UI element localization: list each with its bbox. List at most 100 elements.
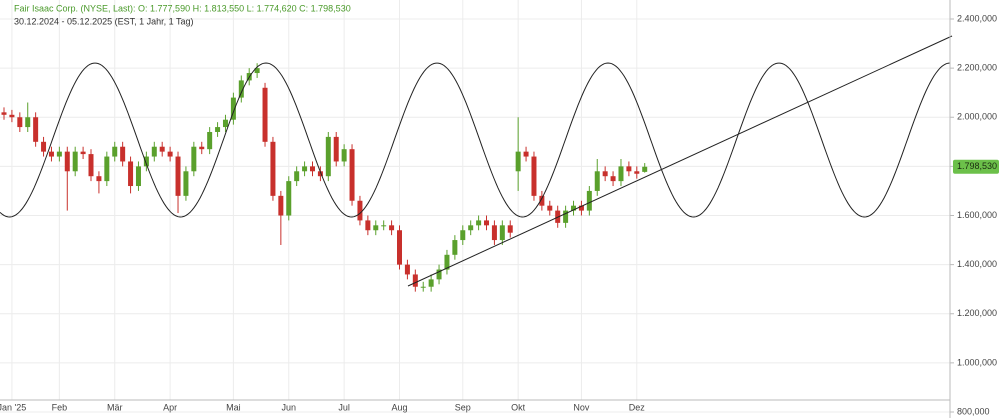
candle-body	[41, 141, 47, 152]
candle-body	[135, 166, 141, 187]
candle-body	[563, 210, 569, 223]
candle-body	[17, 117, 23, 128]
x-tick-label: Mai	[226, 402, 241, 412]
y-tick-label: 2.400,000	[957, 13, 997, 23]
candle-body	[499, 225, 505, 241]
candle-body	[238, 80, 244, 98]
candle-body	[468, 225, 474, 231]
candle-body	[531, 156, 537, 196]
candle-body	[436, 269, 442, 280]
candle-body	[349, 149, 355, 201]
candle-body	[207, 131, 213, 150]
candle-body	[302, 166, 308, 172]
candle-body	[325, 136, 331, 177]
candle-body	[452, 240, 458, 255]
candles	[1, 63, 648, 292]
candle-body	[642, 166, 648, 172]
x-tick-label: Jul	[338, 402, 350, 412]
candle-body	[594, 171, 600, 191]
candle-body	[128, 161, 134, 187]
candle-body	[72, 151, 78, 172]
y-tick-label: 2.000,000	[957, 112, 997, 122]
candle-body	[120, 146, 126, 162]
candle-body	[476, 220, 482, 226]
x-tick-label: Apr	[163, 402, 177, 412]
x-tick-label: Feb	[52, 402, 68, 412]
y-tick-label: 1.000,000	[957, 357, 997, 367]
x-tick-label: Mär	[107, 402, 123, 412]
candle-body	[167, 151, 173, 157]
candle-body	[294, 171, 300, 182]
candle-body	[357, 200, 363, 221]
y-tick-label: 1.600,000	[957, 210, 997, 220]
x-tick-label: Nov	[573, 402, 590, 412]
candle-body	[175, 156, 181, 196]
candle-body	[634, 171, 640, 174]
candle-body	[309, 166, 315, 172]
candle-body	[412, 274, 418, 287]
candle-body	[1, 112, 7, 115]
y-tick-label: 1.200,000	[957, 308, 997, 318]
candle-body	[80, 151, 86, 155]
candle-body	[341, 149, 347, 162]
candle-body	[222, 119, 228, 128]
candle-body	[278, 195, 284, 216]
trend-line	[407, 35, 953, 287]
candle-body	[571, 205, 577, 211]
candle-body	[602, 171, 608, 177]
candle-body	[9, 114, 15, 118]
candle-body	[373, 225, 379, 231]
x-tick-label: Jun	[282, 402, 297, 412]
candle-body	[56, 151, 62, 157]
candle-body	[610, 176, 616, 182]
candle-body	[191, 146, 197, 172]
candle-body	[199, 146, 205, 150]
candle-body	[365, 220, 371, 231]
candle-body	[183, 171, 189, 196]
x-tick-label: Aug	[391, 402, 407, 412]
y-tick-label: 2.200,000	[957, 63, 997, 73]
labels: 800,000 1.000,000 1.200,000 1.400,000 1.600,…	[0, 13, 999, 416]
candle-body	[626, 166, 632, 172]
x-tick-label: Dez	[629, 402, 646, 412]
candle-body	[586, 190, 592, 211]
candle-body	[104, 156, 110, 182]
candle-body	[64, 151, 70, 172]
y-tick-label: 1.400,000	[957, 259, 997, 269]
x-tick-label: Jan '25	[0, 402, 26, 412]
candle-body	[381, 225, 387, 227]
candle-body	[507, 225, 513, 233]
candle-body	[33, 117, 39, 142]
candle-body	[333, 136, 339, 162]
candle-body	[389, 225, 395, 231]
chart-subtitle: 30.12.2024 - 05.12.2025 (EST, 1 Jahr, 1 …	[14, 16, 193, 26]
last-value-box	[953, 159, 999, 174]
candle-body	[420, 286, 426, 288]
candle-body	[491, 225, 497, 241]
candle-body	[270, 141, 276, 196]
candle-body	[151, 146, 157, 157]
candle-body	[539, 195, 545, 206]
candle-body	[397, 230, 402, 265]
candle-body	[230, 97, 236, 120]
candle-body	[286, 181, 292, 216]
last-value-label: 1.798,530	[957, 161, 997, 171]
candle-body	[523, 151, 529, 157]
candle-body	[547, 205, 553, 211]
candle-body	[215, 127, 221, 132]
candle-body	[25, 117, 31, 128]
candle-body	[143, 156, 149, 167]
x-tick-label: Okt	[511, 402, 526, 412]
grid	[0, 0, 954, 413]
candle-body	[88, 154, 94, 177]
candle-body	[444, 254, 450, 270]
candle-body	[317, 171, 323, 177]
candle-body	[618, 166, 624, 182]
candle-body	[48, 151, 54, 157]
candle-body	[112, 146, 118, 157]
candle-body	[254, 68, 260, 74]
candle-body	[96, 176, 102, 182]
